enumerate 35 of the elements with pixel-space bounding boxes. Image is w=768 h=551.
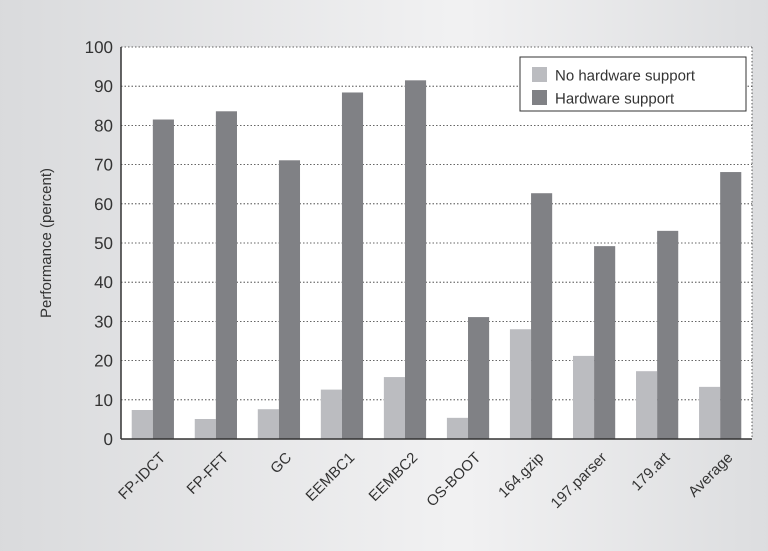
y-tick-label: 100 xyxy=(84,38,113,57)
bar xyxy=(194,419,216,439)
bar xyxy=(636,371,658,439)
bar xyxy=(216,111,237,439)
bar xyxy=(342,92,364,439)
y-tick-label: 50 xyxy=(94,234,113,253)
y-tick-label: 60 xyxy=(94,194,113,214)
bar xyxy=(132,410,153,439)
y-tick-label: 90 xyxy=(94,77,113,96)
bar xyxy=(720,172,742,439)
legend-label: Hardware support xyxy=(555,90,676,108)
y-tick-label: 30 xyxy=(94,312,113,332)
bar xyxy=(657,230,678,439)
bar xyxy=(404,80,426,439)
y-tick-label: 0 xyxy=(104,430,113,449)
bar xyxy=(531,193,552,439)
y-tick-label: 70 xyxy=(94,156,113,175)
bar xyxy=(510,329,532,439)
bar xyxy=(699,386,720,439)
bar xyxy=(594,246,616,439)
bar xyxy=(468,317,490,439)
bar xyxy=(320,390,342,439)
y-axis-title: Performance (percent) xyxy=(38,168,55,318)
bar xyxy=(152,120,174,439)
bar xyxy=(258,409,279,439)
x-tick-label: GC xyxy=(267,449,296,478)
y-tick-label: 40 xyxy=(94,273,113,292)
bar xyxy=(572,356,594,439)
bar xyxy=(278,160,300,439)
legend-label: No hardware support xyxy=(555,67,696,84)
bar xyxy=(446,418,468,439)
bar xyxy=(384,377,405,439)
y-tick-label: 10 xyxy=(94,390,113,410)
y-tick-label: 20 xyxy=(94,352,113,371)
y-tick-label: 80 xyxy=(94,116,113,136)
